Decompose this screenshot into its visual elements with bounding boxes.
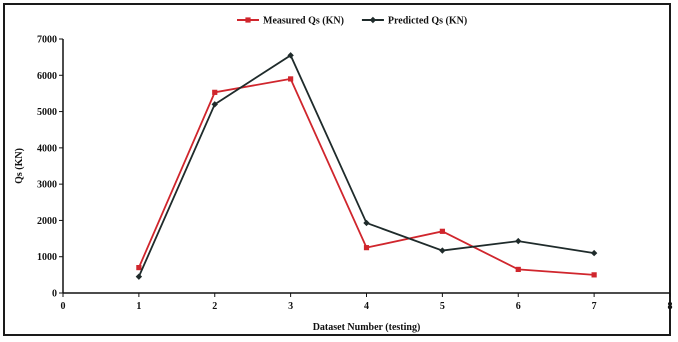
line-chart: Measured Qs (KN) Predicted Qs (KN) 0 1000 2… <box>14 16 673 334</box>
legend-item: Predicted Qs (KN) <box>361 16 467 27</box>
data-point <box>288 76 294 82</box>
x-tick-label: 7 <box>592 301 597 312</box>
x-tick-label: 5 <box>440 301 445 312</box>
y-tick-label: 2000 <box>37 216 57 227</box>
series-measured <box>136 76 597 278</box>
x-tick-label: 4 <box>364 301 369 312</box>
y-tick-label: 5000 <box>37 107 57 118</box>
series-predicted <box>135 52 598 280</box>
data-point <box>135 273 143 280</box>
x-tick-label: 1 <box>136 301 141 312</box>
data-point <box>363 245 370 251</box>
y-tick-label: 4000 <box>37 143 57 154</box>
y-tick-label: 1000 <box>37 252 57 263</box>
chart-frame: Measured Qs (KN) Predicted Qs (KN) 0 1000 2… <box>3 3 673 336</box>
data-point <box>590 249 598 257</box>
x-tick-label: 3 <box>288 301 293 312</box>
series-line <box>138 54 595 278</box>
data-point <box>515 266 521 273</box>
data-point <box>136 265 142 271</box>
data-point <box>515 237 522 245</box>
legend-label: Measured Qs (KN) <box>263 16 344 27</box>
legend-label: Predicted Qs (KN) <box>388 16 467 27</box>
data-point <box>363 219 370 227</box>
x-tick-label: 2 <box>212 301 217 312</box>
x-axis-title: Dataset Number (testing) <box>313 322 421 333</box>
x-tick-label: 6 <box>516 301 521 312</box>
y-tick-label: 6000 <box>37 71 57 82</box>
y-tick-label: 3000 <box>37 180 57 191</box>
data-point <box>212 89 218 95</box>
series-layer <box>135 52 598 280</box>
data-point <box>439 228 445 234</box>
legend-swatch-marker <box>245 17 251 23</box>
x-tick-label: 0 <box>61 301 66 312</box>
legend-swatch-marker <box>369 16 377 24</box>
y-tick-label: 0 <box>52 289 57 300</box>
data-point <box>287 52 294 59</box>
legend-item: Measured Qs (KN) <box>237 16 344 27</box>
y-tick-label: 7000 <box>37 35 57 46</box>
data-point <box>591 272 597 278</box>
legend: Measured Qs (KN) Predicted Qs (KN) <box>237 16 467 27</box>
y-axis-ticks: 0 1000 2000 3000 4000 5000 6000 7000 <box>37 35 63 300</box>
data-point <box>439 247 446 254</box>
x-axis-ticks: 0 1 2 3 4 5 6 7 8 <box>61 293 673 312</box>
y-axis-title: Qs (KN) <box>14 148 25 184</box>
data-point <box>211 101 218 108</box>
x-tick-label: 8 <box>668 301 673 312</box>
